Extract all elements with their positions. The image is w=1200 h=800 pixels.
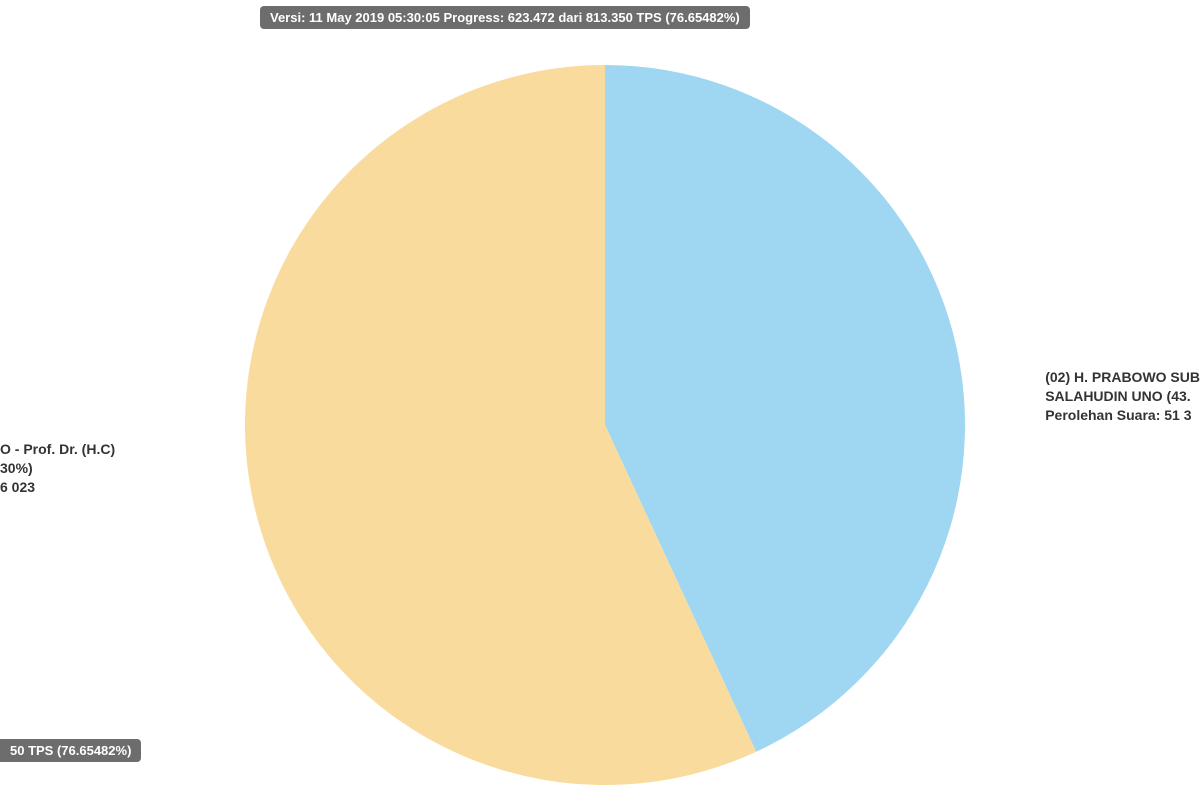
slice-01-label: O - Prof. Dr. (H.C) 30%) 6 023 — [0, 440, 115, 497]
footer-tps-badge: 50 TPS (76.65482%) — [0, 739, 141, 762]
version-progress-badge: Versi: 11 May 2019 05:30:05 Progress: 62… — [260, 6, 750, 29]
slice-02-label: (02) H. PRABOWO SUB SALAHUDIN UNO (43. P… — [1045, 368, 1200, 425]
pie-chart — [245, 65, 965, 785]
pie-svg — [245, 65, 965, 785]
